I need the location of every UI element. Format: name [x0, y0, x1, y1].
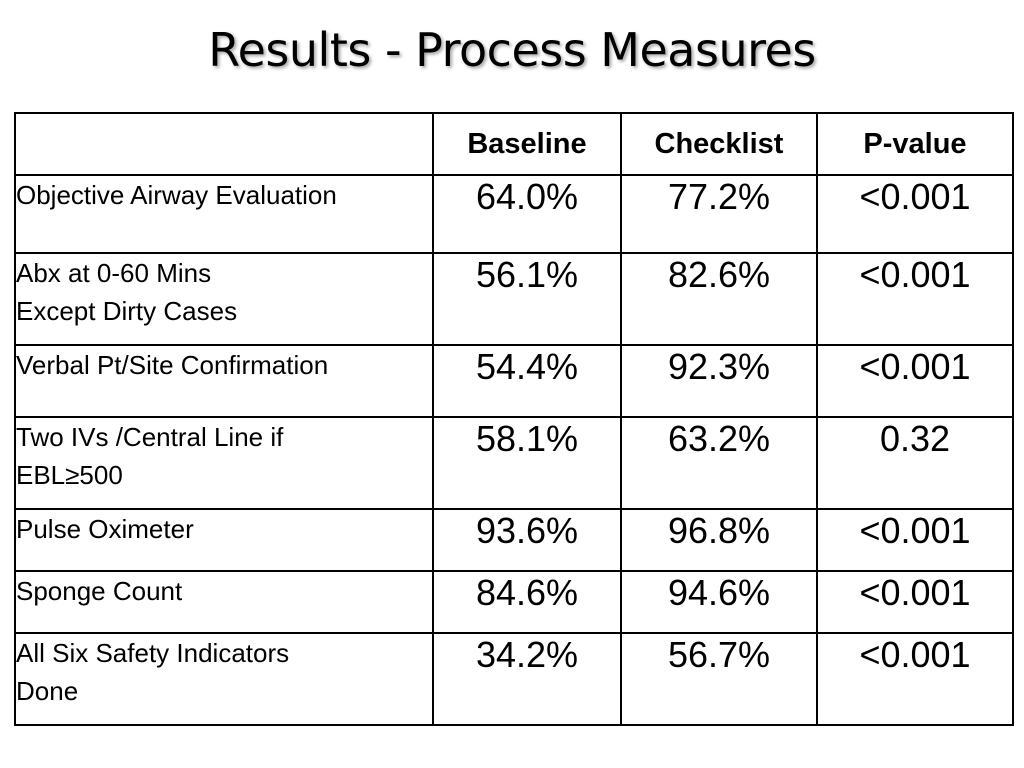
- checklist-value: 77.2%: [620, 174, 818, 254]
- row-label-line: Done: [16, 676, 79, 706]
- row-label: Sponge Count: [14, 570, 434, 634]
- table-row: Sponge Count 84.6% 94.6% <0.001: [14, 570, 1014, 634]
- table-row: All Six Safety Indicators Done 34.2% 56.…: [14, 632, 1014, 726]
- baseline-value: 58.1%: [432, 416, 622, 510]
- checklist-value: 94.6%: [620, 570, 818, 634]
- checklist-value: 92.3%: [620, 344, 818, 418]
- page-title: Results - Process Measures: [208, 23, 816, 77]
- p-value: <0.001: [816, 632, 1014, 726]
- row-label: Two IVs /Central Line if EBL≥500: [14, 416, 434, 510]
- p-value: <0.001: [816, 174, 1014, 254]
- baseline-value: 54.4%: [432, 344, 622, 418]
- checklist-value: 56.7%: [620, 632, 818, 726]
- baseline-value: 34.2%: [432, 632, 622, 726]
- baseline-value: 84.6%: [432, 570, 622, 634]
- header-checklist: Checklist: [620, 112, 818, 176]
- row-label: Abx at 0-60 Mins Except Dirty Cases: [14, 252, 434, 346]
- table-row: Two IVs /Central Line if EBL≥500 58.1% 6…: [14, 416, 1014, 510]
- row-label: Objective Airway Evaluation: [14, 174, 434, 254]
- checklist-value: 82.6%: [620, 252, 818, 346]
- row-label-line: Except Dirty Cases: [16, 296, 238, 326]
- header-baseline: Baseline: [432, 112, 622, 176]
- header-p-value: P-value: [816, 112, 1014, 176]
- row-label-line: Two IVs /Central Line if: [16, 422, 284, 452]
- process-measures-table: Baseline Checklist P-value Objective Air…: [14, 112, 1014, 726]
- p-value: <0.001: [816, 252, 1014, 346]
- row-label-line: All Six Safety Indicators: [16, 638, 290, 668]
- p-value: 0.32: [816, 416, 1014, 510]
- p-value: <0.001: [816, 570, 1014, 634]
- table-row: Verbal Pt/Site Confirmation 54.4% 92.3% …: [14, 344, 1014, 418]
- baseline-value: 64.0%: [432, 174, 622, 254]
- baseline-value: 93.6%: [432, 508, 622, 572]
- header-corner-cell: [14, 112, 434, 176]
- row-label-line: Pulse Oximeter: [16, 514, 194, 544]
- row-label: All Six Safety Indicators Done: [14, 632, 434, 726]
- table-row: Abx at 0-60 Mins Except Dirty Cases 56.1…: [14, 252, 1014, 346]
- table-header-row: Baseline Checklist P-value: [14, 112, 1014, 176]
- row-label-line: Verbal Pt/Site Confirmation: [16, 350, 329, 380]
- table-row: Pulse Oximeter 93.6% 96.8% <0.001: [14, 508, 1014, 572]
- baseline-value: 56.1%: [432, 252, 622, 346]
- row-label: Verbal Pt/Site Confirmation: [14, 344, 434, 418]
- row-label-line: EBL≥500: [16, 460, 123, 490]
- row-label-line: Abx at 0-60 Mins: [16, 258, 212, 288]
- row-label: Pulse Oximeter: [14, 508, 434, 572]
- checklist-value: 96.8%: [620, 508, 818, 572]
- row-label-line: Sponge Count: [16, 576, 183, 606]
- row-label-line: Objective Airway Evaluation: [16, 180, 337, 210]
- checklist-value: 63.2%: [620, 416, 818, 510]
- p-value: <0.001: [816, 344, 1014, 418]
- table-row: Objective Airway Evaluation 64.0% 77.2% …: [14, 174, 1014, 254]
- p-value: <0.001: [816, 508, 1014, 572]
